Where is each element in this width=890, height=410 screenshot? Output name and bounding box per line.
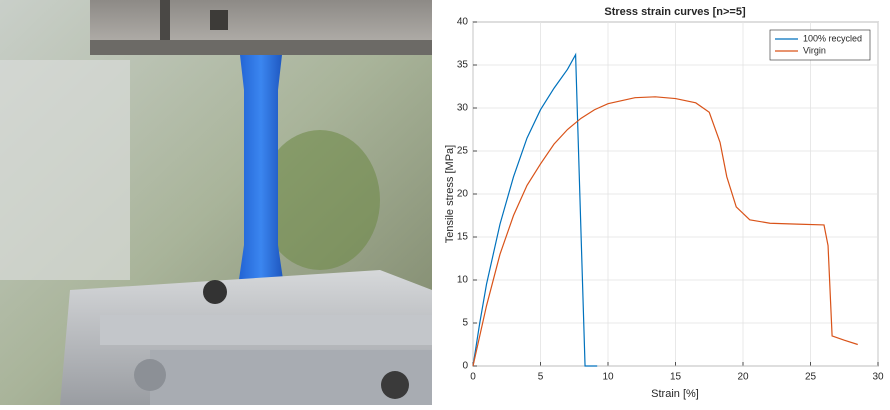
x-tick-label: 10 [602, 372, 614, 383]
y-tick-label: 0 [462, 361, 468, 372]
legend-label: Virgin [803, 45, 826, 55]
x-tick-label: 15 [670, 372, 682, 383]
y-tick-label: 35 [457, 60, 469, 71]
x-tick-label: 5 [538, 372, 544, 383]
x-tick-label: 0 [470, 372, 476, 383]
y-axis-label: Tensile stress [MPa] [444, 145, 456, 243]
y-tick-label: 15 [457, 232, 469, 243]
y-tick-label: 40 [457, 17, 469, 28]
chart-title: Stress strain curves [n>=5] [604, 6, 746, 18]
legend-label: 100% recycled [803, 33, 862, 43]
x-tick-label: 25 [805, 372, 817, 383]
y-tick-label: 30 [457, 103, 469, 114]
y-tick-label: 25 [457, 146, 469, 157]
x-tick-label: 20 [737, 372, 749, 383]
y-tick-label: 5 [462, 318, 468, 329]
y-tick-label: 10 [457, 275, 469, 286]
photo [0, 0, 432, 405]
page: Stress strain curves [n>=5] Strain [%] T… [0, 0, 890, 405]
y-tick-label: 20 [457, 189, 469, 200]
x-axis-label: Strain [%] [651, 388, 699, 400]
x-tick-label: 30 [872, 372, 884, 383]
